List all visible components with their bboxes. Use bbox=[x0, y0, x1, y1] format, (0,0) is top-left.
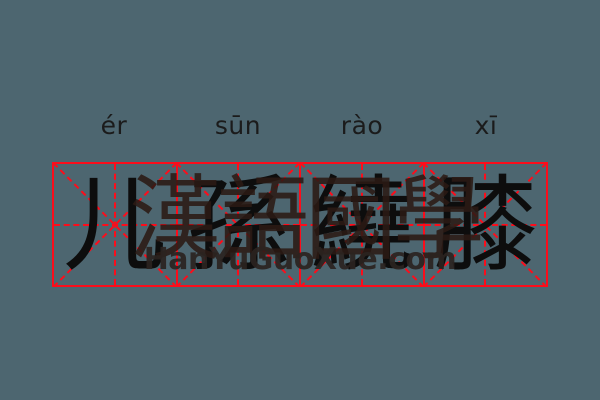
pinyin-syllable-2: sūn bbox=[214, 110, 262, 140]
tianzige-grid: 儿 孫 繞 膝 bbox=[52, 162, 548, 287]
grid-cell-3: 繞 bbox=[301, 164, 425, 285]
hanzi-character-3: 繞 bbox=[309, 164, 414, 285]
grid-cell-2: 孫 bbox=[177, 164, 301, 285]
pinyin-syllable-1: ér bbox=[100, 110, 128, 140]
grid-cell-1: 儿 bbox=[54, 164, 178, 285]
pinyin-syllable-3: rào bbox=[340, 110, 384, 140]
hanzi-character-2: 孫 bbox=[186, 164, 291, 285]
grid-cell-4: 膝 bbox=[424, 164, 546, 285]
pinyin-row: ér sūn rào xī bbox=[52, 105, 548, 145]
hanzi-character-1: 儿 bbox=[62, 164, 167, 285]
pinyin-syllable-4: xī bbox=[474, 110, 498, 140]
hanzi-character-4: 膝 bbox=[433, 164, 538, 285]
